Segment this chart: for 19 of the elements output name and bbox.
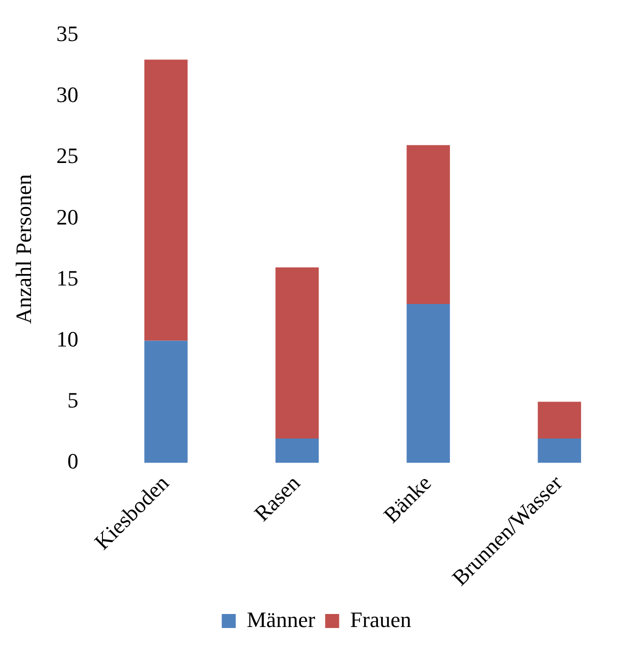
bar — [275, 438, 319, 463]
y-tick-label: 35 — [56, 20, 78, 46]
legend-label: Männer — [246, 606, 316, 632]
bar — [406, 304, 450, 463]
y-tick-label: 0 — [67, 448, 78, 474]
y-tick-label: 20 — [56, 204, 78, 230]
bar — [538, 402, 582, 438]
bar — [144, 340, 188, 463]
bar — [538, 438, 582, 463]
y-axis-title: Anzahl Personen — [10, 174, 36, 324]
y-tick-label: 25 — [56, 143, 78, 168]
bar — [275, 267, 319, 438]
bar — [406, 145, 450, 304]
bar — [144, 60, 188, 341]
y-tick-label: 10 — [56, 326, 78, 352]
y-tick-label: 30 — [56, 82, 78, 108]
y-tick-label: 5 — [67, 388, 78, 413]
legend-label: Frauen — [350, 606, 412, 632]
y-tick-label: 15 — [56, 265, 78, 290]
